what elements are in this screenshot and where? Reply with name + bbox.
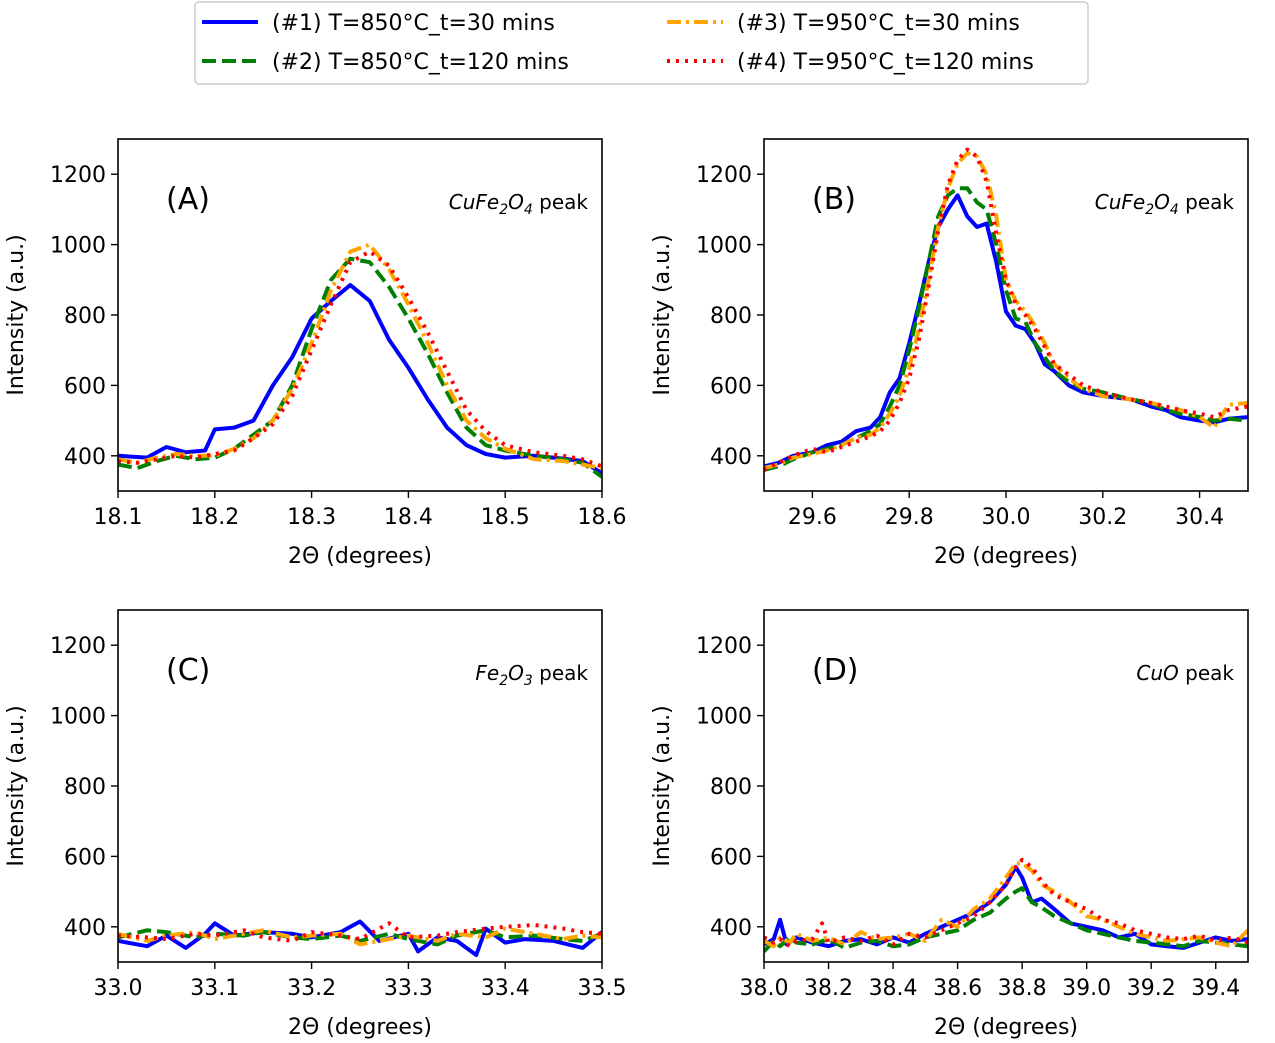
- series-line: [764, 151, 1248, 471]
- series-group: [118, 919, 602, 957]
- x-tick-label: 39.4: [1191, 976, 1240, 1001]
- x-tick-label: 33.0: [94, 976, 143, 1001]
- x-tick-label: 39.2: [1127, 976, 1176, 1001]
- series-group: [764, 857, 1248, 953]
- series-line: [764, 857, 1248, 949]
- x-tick-label: 38.0: [740, 976, 789, 1001]
- x-tick-label: 30.4: [1175, 505, 1224, 530]
- x-tick-label: 18.5: [481, 505, 530, 530]
- peak-annotation: CuO peak: [1136, 661, 1234, 685]
- x-tick-label: 29.6: [788, 505, 837, 530]
- y-tick-label: 800: [710, 304, 752, 329]
- x-tick-label: 38.6: [933, 976, 982, 1001]
- y-tick-label: 600: [64, 374, 106, 399]
- series-line: [764, 886, 1248, 953]
- x-tick-label: 30.0: [982, 505, 1031, 530]
- x-tick-label: 18.6: [578, 505, 627, 530]
- x-axis-label: 2Θ (degrees): [288, 1015, 432, 1040]
- y-axis-label: Intensity (a.u.): [650, 234, 675, 395]
- y-axis-label: Intensity (a.u.): [4, 234, 29, 395]
- series-line: [118, 242, 602, 471]
- series-line: [764, 186, 1248, 472]
- x-tick-label: 18.4: [384, 505, 433, 530]
- y-tick-label: 1000: [50, 234, 106, 259]
- x-axis-label: 2Θ (degrees): [288, 544, 432, 569]
- x-tick-label: 33.3: [384, 976, 433, 1001]
- y-tick-label: 400: [710, 916, 752, 941]
- series-line: [118, 926, 602, 947]
- chart-panels: 18.1 18.2 18.3 18.4 18.5 18.6 400 600 800 1000 120…: [4, 138, 1249, 1040]
- y-tick-label: 400: [710, 445, 752, 470]
- x-tick-label: 39.0: [1062, 976, 1111, 1001]
- x-axis-label: 2Θ (degrees): [934, 1015, 1078, 1040]
- chart-panel: 33.0 33.1 33.2 33.3 33.4 33.5 400 600 800 1000 120…: [4, 609, 627, 1040]
- chart-panel: 38.0 38.2 38.4 38.6 38.8 39.0 39.2 39.4 400 600 80…: [650, 609, 1249, 1040]
- x-tick-label: 38.8: [998, 976, 1047, 1001]
- x-tick-label: 18.2: [190, 505, 239, 530]
- legend-label: (#3) T=950°C_t=30 mins: [737, 11, 1020, 36]
- panel-label: (C): [166, 653, 210, 688]
- y-axis-label: Intensity (a.u.): [650, 705, 675, 866]
- peak-annotation: CuFe2O4 peak: [449, 190, 589, 218]
- x-tick-label: 33.2: [287, 976, 336, 1001]
- y-axis-label: Intensity (a.u.): [4, 705, 29, 866]
- x-tick-label: 18.3: [287, 505, 336, 530]
- panel-label: (D): [812, 653, 859, 688]
- y-tick-label: 800: [710, 775, 752, 800]
- x-tick-label: 18.1: [94, 505, 143, 530]
- x-tick-label: 33.5: [578, 976, 627, 1001]
- peak-annotation: CuFe2O4 peak: [1095, 190, 1235, 218]
- legend-label: (#2) T=850°C_t=120 mins: [272, 50, 569, 75]
- panel-label: (B): [812, 182, 856, 217]
- peak-annotation: Fe2O3 peak: [475, 661, 588, 689]
- x-tick-label: 30.2: [1078, 505, 1127, 530]
- x-tick-label: 33.4: [481, 976, 530, 1001]
- x-tick-label: 29.8: [885, 505, 934, 530]
- panel-label: (A): [166, 182, 210, 217]
- y-tick-label: 600: [710, 845, 752, 870]
- y-tick-label: 400: [64, 916, 106, 941]
- legend-label: (#1) T=850°C_t=30 mins: [272, 11, 555, 36]
- y-tick-label: 800: [64, 304, 106, 329]
- legend-frame: [194, 1, 1089, 85]
- chart-panel: 18.1 18.2 18.3 18.4 18.5 18.6 400 600 800 1000 120…: [4, 138, 627, 569]
- series-line: [764, 865, 1248, 950]
- y-tick-label: 1000: [50, 705, 106, 730]
- y-tick-label: 600: [710, 374, 752, 399]
- y-tick-label: 800: [64, 775, 106, 800]
- series-line: [764, 861, 1248, 949]
- series-line: [118, 249, 602, 469]
- x-tick-label: 38.2: [804, 976, 853, 1001]
- y-tick-label: 1200: [50, 163, 106, 188]
- y-tick-label: 1200: [50, 634, 106, 659]
- y-tick-label: 1200: [696, 634, 752, 659]
- y-tick-label: 1200: [696, 163, 752, 188]
- chart-panel: 29.6 29.8 30.0 30.2 30.4 400 600 800 1000 1200 2Θ …: [650, 138, 1249, 569]
- series-line: [118, 283, 602, 476]
- series-group: [118, 242, 602, 479]
- legend-label: (#4) T=950°C_t=120 mins: [737, 50, 1034, 75]
- series-group: [764, 147, 1248, 472]
- legend: (#1) T=850°C_t=30 mins (#2) T=850°C_t=120…: [194, 1, 1089, 85]
- y-tick-label: 600: [64, 845, 106, 870]
- series-line: [764, 193, 1248, 469]
- y-tick-label: 1000: [696, 705, 752, 730]
- x-tick-label: 38.4: [869, 976, 918, 1001]
- y-tick-label: 400: [64, 445, 106, 470]
- x-axis-label: 2Θ (degrees): [934, 544, 1078, 569]
- x-tick-label: 33.1: [190, 976, 239, 1001]
- y-tick-label: 1000: [696, 234, 752, 259]
